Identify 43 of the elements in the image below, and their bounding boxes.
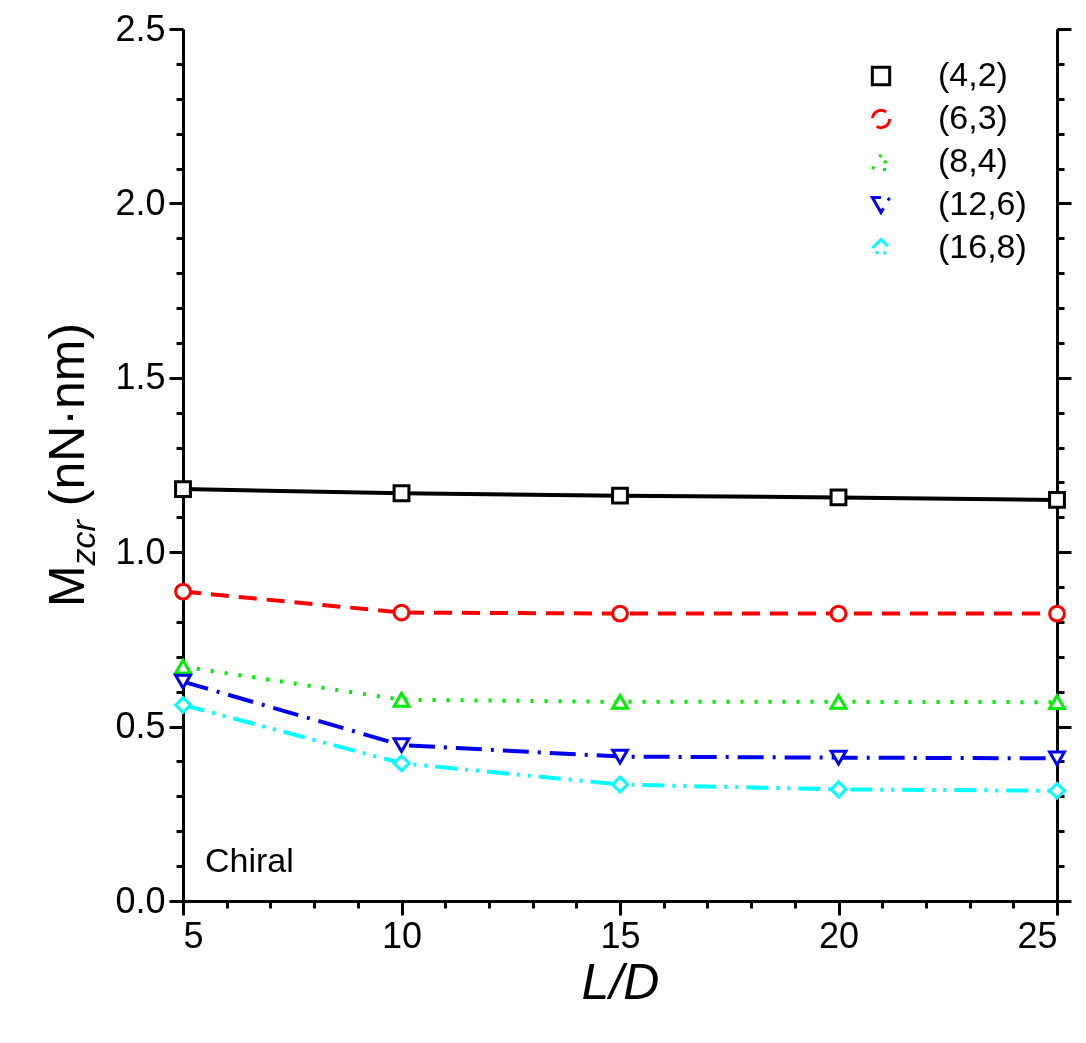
point — [1048, 694, 1066, 711]
point — [611, 486, 629, 505]
x-tick-label: 20 — [818, 914, 860, 956]
y-tick-label: 1.5 — [115, 356, 166, 398]
point — [174, 673, 192, 690]
point — [829, 488, 848, 507]
point — [829, 693, 848, 710]
annotation: Chiral — [205, 841, 294, 879]
legend-label: (16,8) — [938, 227, 1027, 265]
point — [1048, 781, 1066, 800]
point — [392, 484, 411, 503]
point — [611, 748, 629, 765]
point — [392, 754, 411, 773]
y-tick-label: 0.0 — [115, 879, 166, 921]
point — [1048, 604, 1066, 623]
point — [611, 693, 629, 710]
x-tick-label: 10 — [381, 914, 423, 956]
point — [174, 480, 192, 498]
x-axis-title: L/D — [581, 953, 660, 1010]
x-tick-label: 25 — [1017, 914, 1058, 956]
x-tick-label: 15 — [600, 914, 641, 956]
point — [829, 780, 848, 799]
point — [829, 749, 848, 766]
point — [174, 658, 192, 675]
y-tick-label: 2.0 — [115, 181, 166, 223]
point — [611, 775, 629, 794]
y-tick-label: 2.5 — [115, 7, 166, 49]
legend-label: (8,4) — [938, 141, 1008, 179]
point — [1048, 490, 1066, 509]
legend-label: (12,6) — [938, 184, 1027, 222]
point — [174, 582, 192, 601]
point — [611, 604, 629, 623]
y-tick-label: 0.5 — [115, 705, 166, 747]
point — [174, 696, 192, 714]
point — [392, 691, 411, 708]
x-tick-label: 5 — [183, 914, 204, 956]
legend-label: (6,3) — [938, 98, 1008, 136]
legend-label: (4,2) — [938, 55, 1008, 93]
point — [1048, 750, 1066, 767]
y-tick-label: 1.0 — [115, 530, 166, 572]
point — [392, 737, 411, 754]
point — [829, 604, 848, 623]
point — [392, 603, 411, 622]
